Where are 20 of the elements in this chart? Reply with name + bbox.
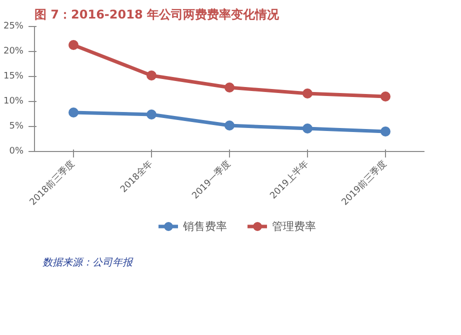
source-note: 数据来源：公司年报 bbox=[42, 256, 134, 268]
legend-label: 销售费率 bbox=[183, 218, 227, 234]
y-tick-label: 15% bbox=[3, 72, 24, 82]
chart-title: 图 7：2016-2018 年公司两费费率变化情况 bbox=[34, 8, 280, 22]
point bbox=[146, 110, 156, 120]
y-tick-label: 5% bbox=[9, 122, 24, 132]
y-tick-label: 10% bbox=[3, 96, 24, 106]
point bbox=[380, 92, 390, 102]
point bbox=[68, 40, 78, 50]
legend-label: 管理费率 bbox=[272, 218, 316, 234]
point bbox=[224, 82, 234, 92]
y-tick-label: 20% bbox=[3, 46, 24, 56]
point bbox=[302, 88, 312, 98]
point bbox=[302, 124, 312, 134]
y-tick-label: 0% bbox=[9, 146, 24, 156]
point bbox=[224, 120, 234, 130]
point bbox=[146, 70, 156, 80]
point bbox=[380, 126, 390, 136]
point bbox=[68, 108, 78, 118]
y-tick-label: 25% bbox=[3, 22, 24, 32]
